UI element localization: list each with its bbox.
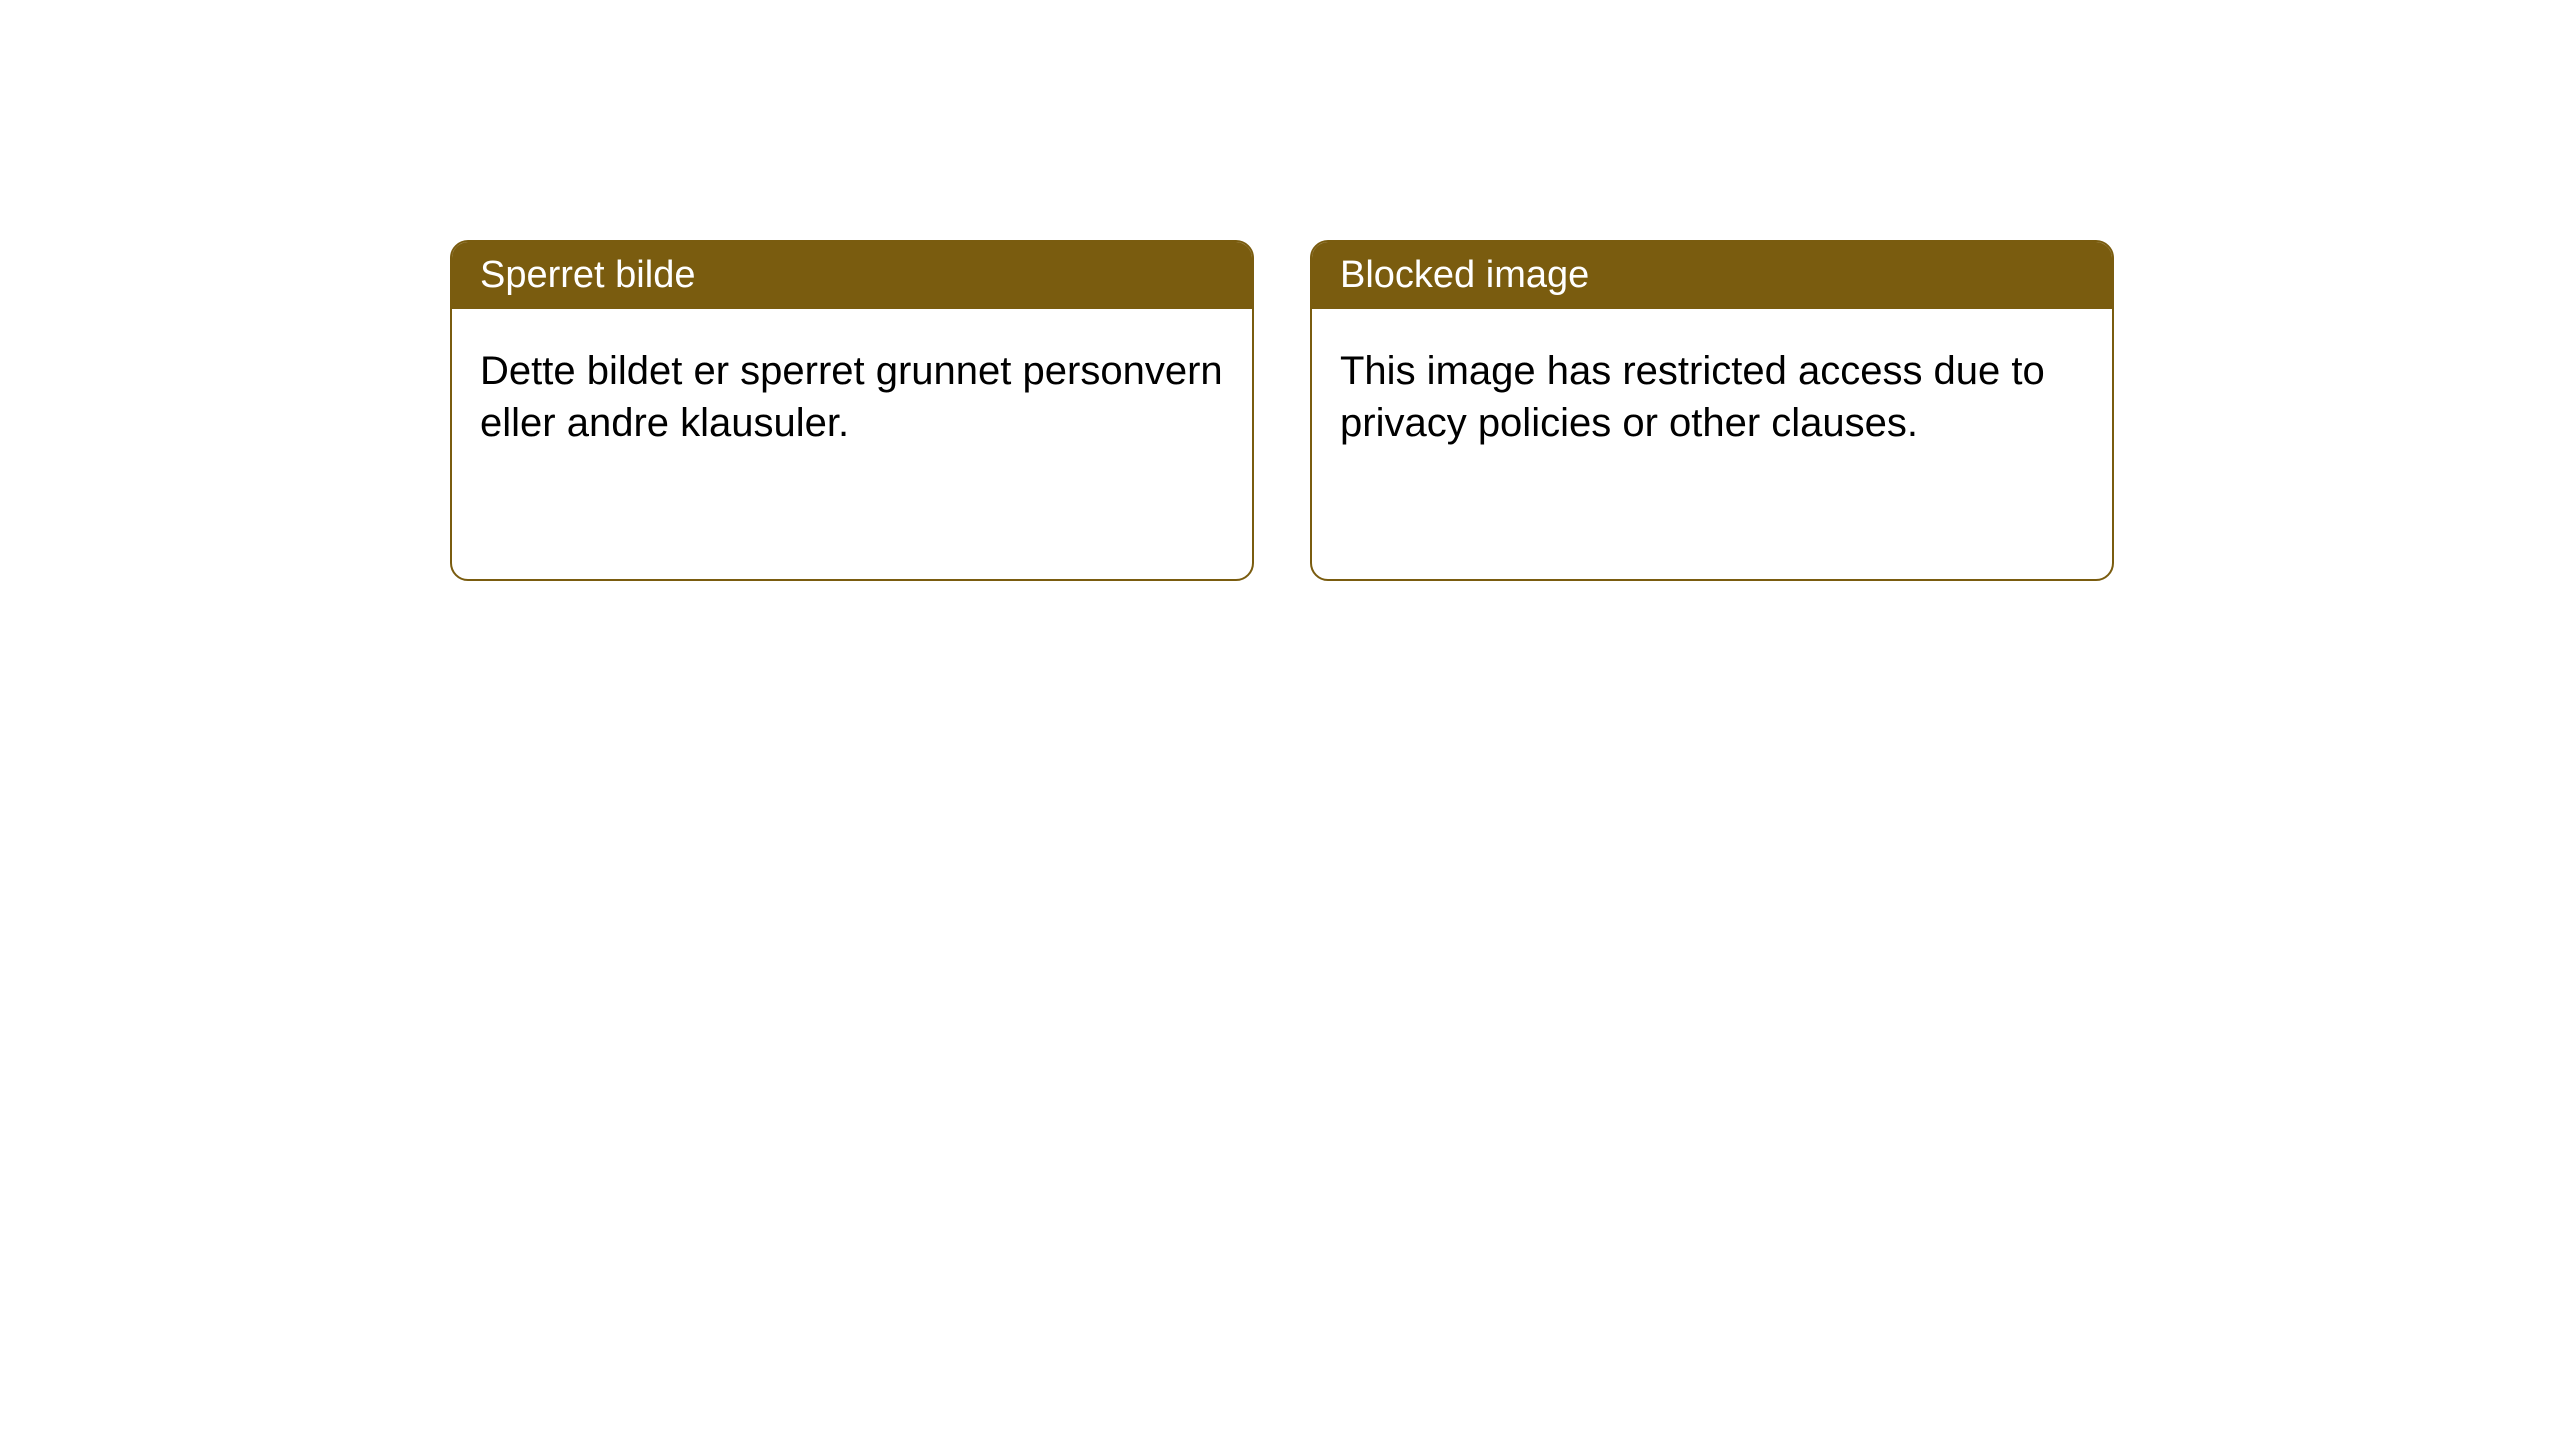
notice-box-english: Blocked image This image has restricted … [1310,240,2114,581]
notice-title: Sperret bilde [480,254,695,296]
notice-title: Blocked image [1340,254,1589,296]
notice-box-norwegian: Sperret bilde Dette bildet er sperret gr… [450,240,1254,581]
notice-text: Dette bildet er sperret grunnet personve… [480,349,1223,445]
notice-header: Sperret bilde [452,242,1252,309]
notice-header: Blocked image [1312,242,2112,309]
notice-container: Sperret bilde Dette bildet er sperret gr… [450,240,2114,581]
notice-body: Dette bildet er sperret grunnet personve… [452,309,1252,579]
notice-text: This image has restricted access due to … [1340,349,2045,445]
notice-body: This image has restricted access due to … [1312,309,2112,579]
